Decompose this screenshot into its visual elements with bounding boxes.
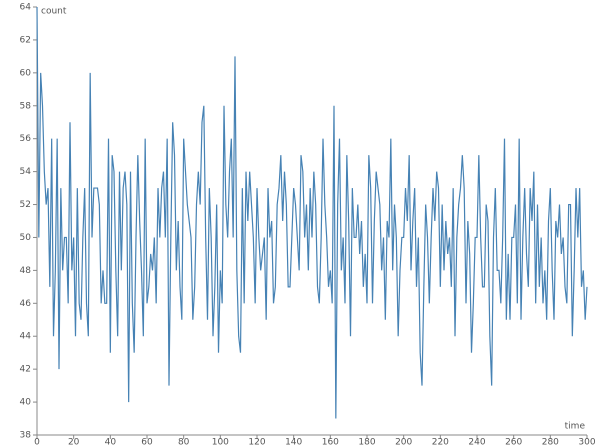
x-tick-label: 0 [34, 438, 40, 447]
y-tick-label: 48 [20, 266, 32, 276]
x-tick-label: 220 [432, 438, 449, 447]
data-line [36, 6, 588, 419]
y-tick-label: 50 [20, 233, 32, 243]
x-tick-label: 60 [141, 438, 153, 447]
x-axis-label: time [565, 422, 586, 432]
x-tick-label: 100 [212, 438, 229, 447]
y-tick-label: 64 [20, 3, 32, 13]
x-tick-label: 160 [322, 438, 339, 447]
y-tick-label: 40 [20, 398, 32, 408]
x-tick-label: 300 [578, 438, 595, 447]
y-tick-label: 56 [20, 134, 32, 144]
x-tick-label: 280 [542, 438, 559, 447]
x-tick-label: 80 [178, 438, 190, 447]
x-tick-label: 140 [285, 438, 302, 447]
y-axis-label: count [41, 7, 67, 17]
y-tick-label: 38 [20, 431, 32, 441]
x-tick-label: 120 [248, 438, 265, 447]
y-tick-label: 44 [20, 332, 32, 342]
x-tick-label: 200 [395, 438, 412, 447]
x-tick-label: 240 [468, 438, 485, 447]
x-tick-label: 260 [505, 438, 522, 447]
x-tick-label: 40 [105, 438, 117, 447]
y-tick-label: 46 [20, 299, 32, 309]
y-tick-label: 60 [20, 68, 32, 78]
y-tick-label: 52 [20, 200, 31, 210]
y-tick-label: 62 [20, 35, 31, 45]
y-tick-label: 42 [20, 365, 31, 375]
y-tick-label: 54 [20, 167, 32, 177]
y-tick-label: 58 [20, 101, 32, 111]
x-tick-label: 180 [358, 438, 375, 447]
x-tick-label: 20 [68, 438, 80, 447]
